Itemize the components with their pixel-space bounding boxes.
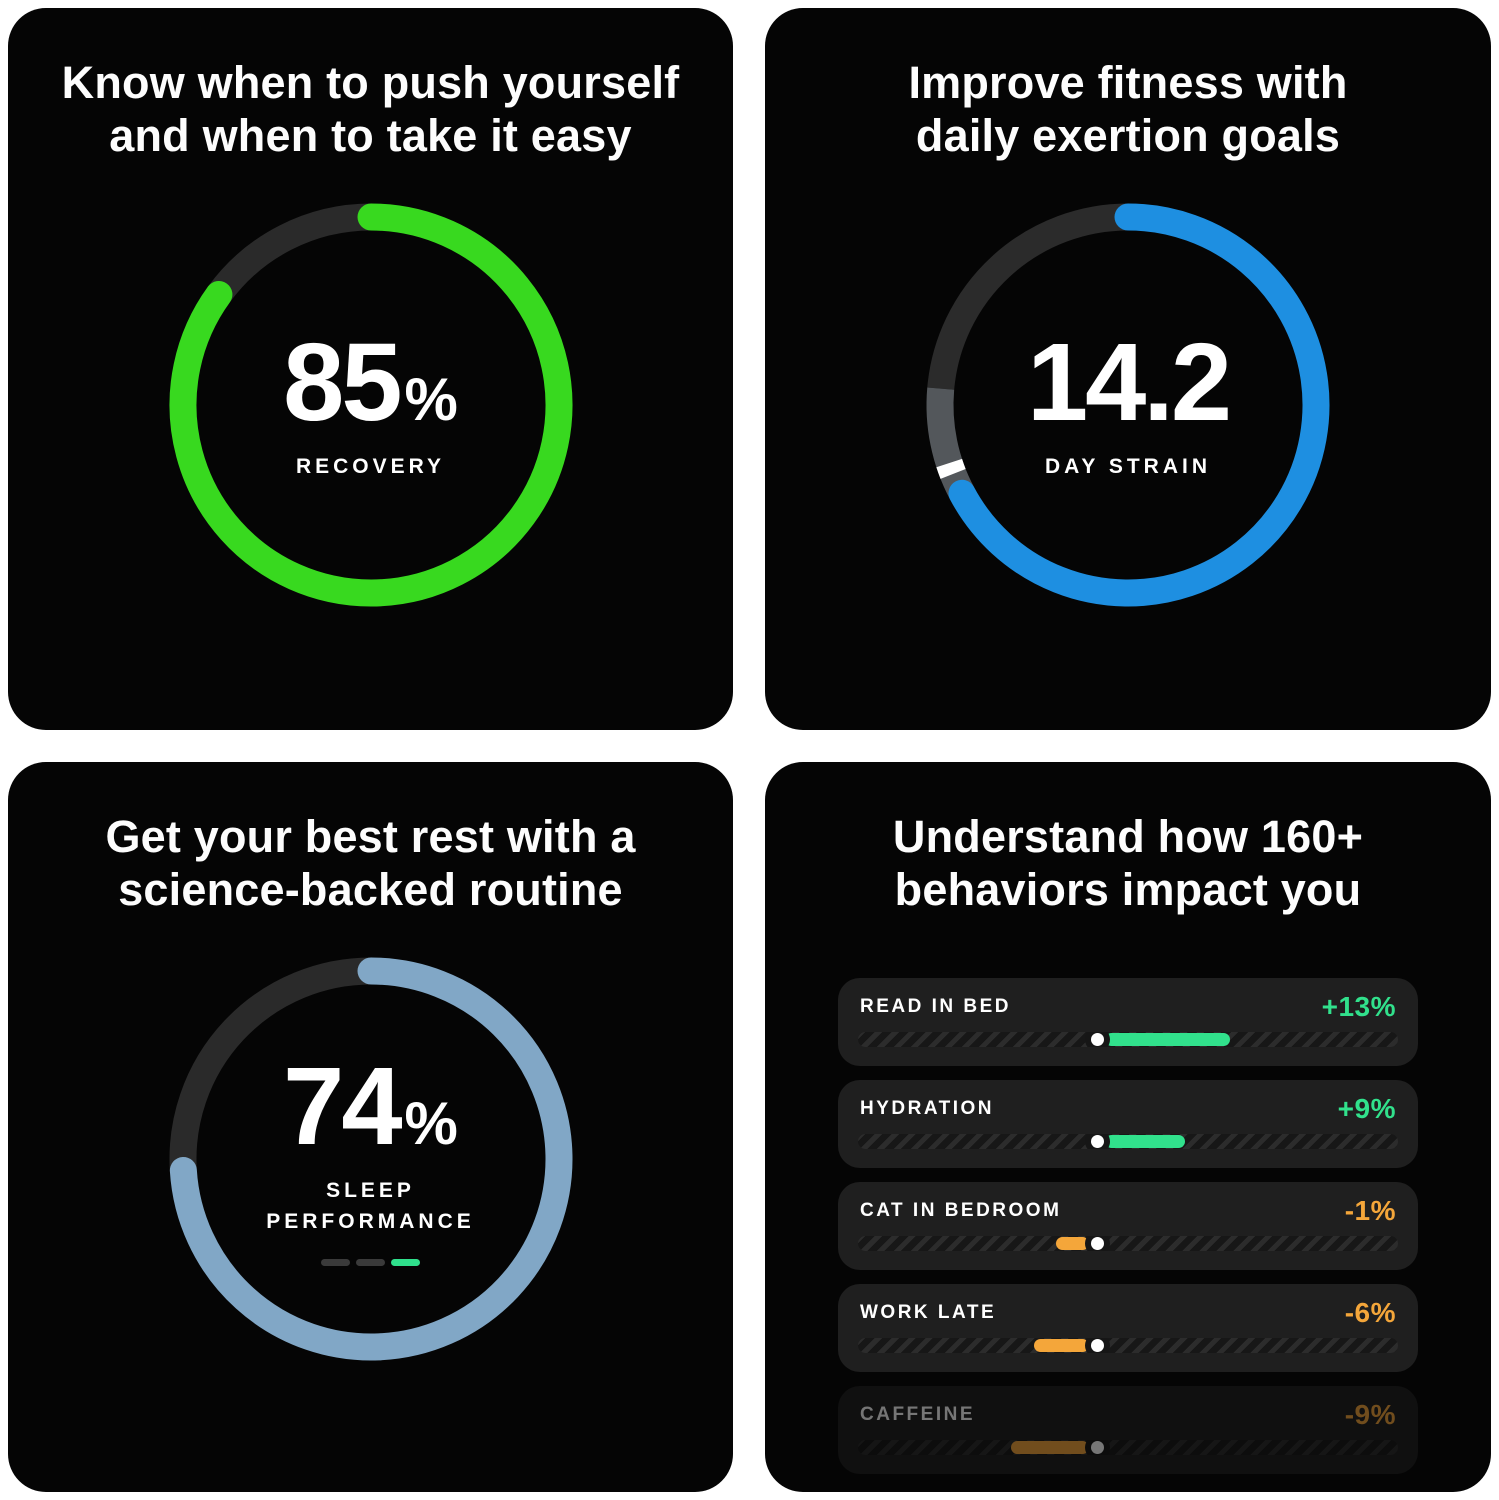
strain-ring-center: 14.2 DAY STRAIN (918, 195, 1338, 615)
strain-ring-widget: 14.2 DAY STRAIN (918, 195, 1338, 615)
behavior-label: CAT IN BEDROOM (860, 1200, 1062, 1221)
strain-value: 14.2 (1026, 320, 1232, 444)
recovery-label: RECOVERY (295, 454, 446, 478)
recovery-value: 85% (283, 320, 458, 444)
behavior-row-hydration: HYDRATION +9% (838, 1080, 1418, 1168)
sleep-ring-chart (169, 957, 572, 1361)
zero-dot (1090, 1033, 1104, 1046)
sleep-title-line1: Get your best rest with a (105, 811, 636, 862)
behavior-impact-value: +13% (1321, 991, 1396, 1022)
impact-bar (1034, 1339, 1090, 1352)
strain-label: DAY STRAIN (1044, 454, 1212, 478)
indicator-pill (391, 1258, 420, 1266)
recovery-unit: % (404, 365, 458, 433)
behavior-label: HYDRATION (860, 1098, 995, 1119)
behavior-impact-value: -1% (1344, 1195, 1396, 1226)
strain-panel-title: Improve fitness with daily exertion goals (765, 8, 1491, 162)
sleep-label: SLEEP PERFORMANCE (266, 1179, 475, 1233)
recovery-panel: Know when to push yourself and when to ta… (8, 8, 733, 730)
behavior-label: READ IN BED (860, 996, 1012, 1017)
recovery-title-line2: and when to take it easy (109, 110, 632, 162)
recovery-ring-chart (169, 203, 572, 607)
recovery-panel-title: Know when to push yourself and when to ta… (8, 8, 733, 162)
behavior-label: CAFFEINE (860, 1404, 975, 1425)
zero-dot (1090, 1441, 1104, 1454)
impact-bar (1105, 1135, 1186, 1148)
sleep-ring-widget: 74% SLEEP PERFORMANCE (161, 949, 581, 1369)
strain-panel: Improve fitness with daily exertion goals… (765, 8, 1491, 730)
behavior-impact-value: +9% (1337, 1093, 1396, 1124)
recovery-ring-widget: 85% RECOVERY (161, 195, 581, 615)
behavior-row-read-in-bed: READ IN BED +13% (838, 978, 1418, 1066)
strain-title-line1: Improve fitness with (908, 57, 1348, 108)
behavior-row-cat-in-bedroom: CAT IN BEDROOM -1% (838, 1182, 1418, 1270)
impact-bar (1011, 1441, 1090, 1454)
behavior-row-work-late: WORK LATE -6% (838, 1284, 1418, 1372)
behavior-impact-value: -6% (1344, 1297, 1396, 1328)
sleep-panel: Get your best rest with a science-backed … (8, 762, 733, 1492)
zero-dot (1090, 1339, 1104, 1352)
behaviors-title-line1: Understand how 160+ (892, 811, 1364, 862)
sleep-stage-indicator (321, 1258, 420, 1266)
behavior-impact-track (858, 1338, 1398, 1353)
behaviors-panel: Understand how 160+ behaviors impact you … (765, 762, 1491, 1492)
zero-dot (1090, 1135, 1104, 1148)
behavior-row-caffeine: CAFFEINE -9% (838, 1386, 1418, 1474)
behavior-label: WORK LATE (860, 1302, 997, 1323)
behaviors-panel-title: Understand how 160+ behaviors impact you (765, 762, 1491, 916)
behavior-impact-track (858, 1440, 1398, 1455)
recovery-title-line1: Know when to push yourself (61, 57, 680, 108)
sleep-unit: % (404, 1090, 458, 1158)
sleep-panel-title: Get your best rest with a science-backed … (8, 762, 733, 916)
indicator-pill (356, 1258, 385, 1266)
indicator-pill (321, 1258, 350, 1266)
behavior-impact-track (858, 1032, 1398, 1047)
impact-bar (1056, 1237, 1090, 1250)
sleep-ring-center: 74% SLEEP PERFORMANCE (161, 949, 581, 1369)
sleep-value: 74% (283, 1045, 458, 1169)
zero-dot (1090, 1237, 1104, 1250)
behavior-impact-value: -9% (1344, 1399, 1396, 1430)
impact-bar (1105, 1033, 1230, 1046)
recovery-ring-center: 85% RECOVERY (161, 195, 581, 615)
behavior-impact-list: READ IN BED +13% HYDRATION +9% CAT IN BE… (838, 978, 1418, 1488)
strain-ring-chart (926, 203, 1330, 607)
behavior-impact-track (858, 1236, 1398, 1251)
strain-title-line2: daily exertion goals (915, 110, 1341, 162)
sleep-title-line2: science-backed routine (118, 864, 623, 916)
behavior-impact-track (858, 1134, 1398, 1149)
behaviors-title-line2: behaviors impact you (894, 864, 1362, 916)
